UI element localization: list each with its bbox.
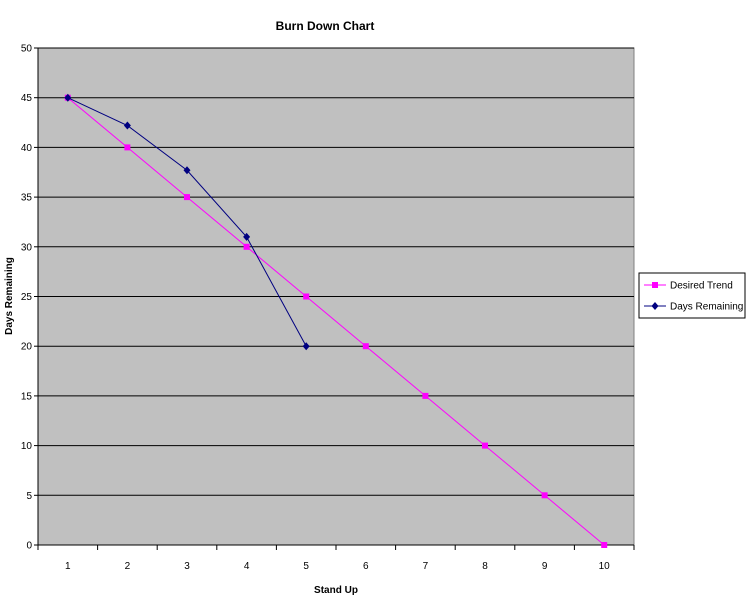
data-point (243, 243, 250, 250)
data-point (302, 342, 310, 351)
y-tick-label: 45 (21, 93, 33, 104)
series-line (67, 97, 605, 546)
legend: Desired Trend Days Remaining (638, 272, 746, 319)
legend-box (638, 272, 746, 319)
y-axis-ticks: 0 5 10 15 20 25 30 35 40 45 50 (21, 44, 38, 552)
y-tick-label: 10 (21, 441, 33, 452)
x-tick-label: 2 (125, 561, 131, 572)
x-axis-label: Stand Up (314, 585, 358, 596)
data-point (303, 293, 310, 300)
y-tick-label: 5 (26, 491, 32, 502)
gridlines (38, 47, 634, 496)
x-tick-label: 4 (244, 561, 250, 572)
chart-title: Burn Down Chart (276, 19, 375, 33)
y-tick-label: 15 (21, 391, 33, 402)
x-tick-label: 3 (184, 561, 190, 572)
x-tick-label: 7 (423, 561, 429, 572)
data-point (124, 144, 131, 151)
legend-item: Days Remaining (644, 302, 743, 313)
legend-item: Desired Trend (644, 281, 733, 292)
y-tick-label: 50 (21, 44, 33, 55)
series-layer (64, 93, 608, 548)
legend-marker (651, 302, 659, 310)
y-tick-label: 20 (21, 342, 33, 353)
data-point (482, 442, 488, 449)
y-axis-label: Days Remaining (4, 257, 15, 335)
x-tick-label: 1 (65, 561, 71, 572)
x-axis-ticks: 1 2 3 4 5 6 7 8 9 10 (37, 545, 635, 572)
data-point (123, 121, 131, 130)
x-tick-label: 10 (599, 561, 611, 572)
series-days-remaining (64, 93, 310, 351)
data-point (183, 166, 191, 175)
legend-label: Days Remaining (670, 302, 743, 313)
y-tick-label: 30 (21, 242, 33, 253)
y-tick-label: 40 (21, 143, 33, 154)
legend-label: Desired Trend (670, 281, 733, 292)
data-point (362, 343, 369, 350)
x-tick-label: 6 (363, 561, 369, 572)
legend-marker (652, 282, 658, 288)
data-point (422, 392, 429, 399)
x-tick-label: 9 (542, 561, 548, 572)
data-point (64, 93, 72, 102)
y-tick-label: 25 (21, 292, 33, 303)
data-point (541, 492, 548, 499)
x-tick-label: 5 (303, 561, 309, 572)
data-point (243, 232, 251, 241)
y-tick-label: 0 (26, 541, 32, 552)
y-tick-label: 35 (21, 193, 33, 204)
data-point (601, 542, 608, 548)
x-tick-label: 8 (482, 561, 488, 572)
data-point (184, 194, 190, 201)
